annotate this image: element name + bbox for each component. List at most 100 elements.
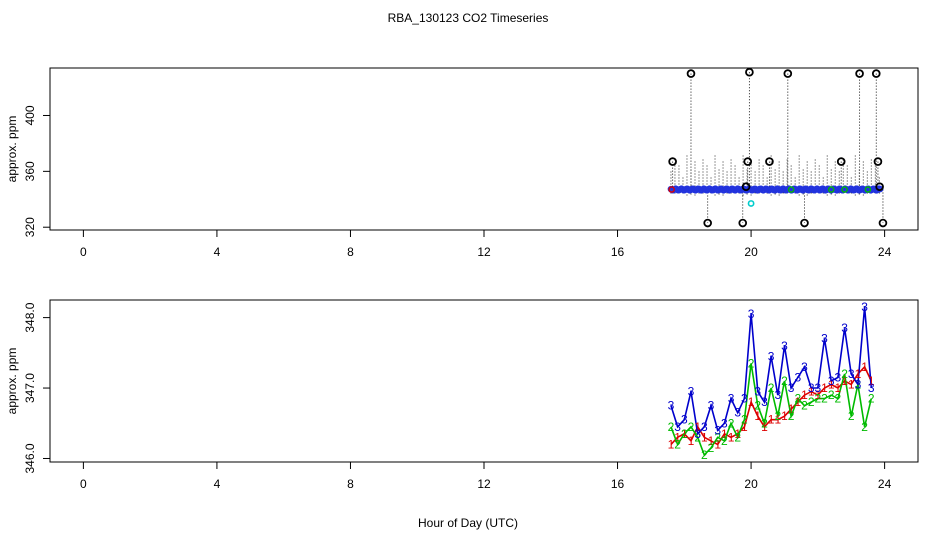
series-3-marker: 3 (721, 416, 728, 430)
series-3-marker: 3 (821, 332, 828, 346)
series-1-marker: 1 (848, 378, 855, 392)
series-3-marker: 3 (668, 399, 675, 413)
outlier-point (878, 218, 888, 228)
x-tick-label: 24 (878, 245, 892, 259)
series-2-marker: 2 (708, 441, 715, 455)
top-panel: 0 4 8 12 16 20 24 320 360 400 approx. ppm (5, 67, 919, 259)
data-point (787, 186, 795, 193)
series-3-marker: 3 (681, 413, 688, 427)
series-2-line (670, 363, 873, 457)
series-1-marker: 1 (754, 409, 761, 423)
series-2-marker: 2 (794, 392, 801, 406)
x-tick-label: 20 (744, 245, 758, 259)
x-axis-label: Hour of Day (UTC) (418, 516, 518, 530)
series-3-marker: 3 (701, 420, 708, 434)
series-3-marker: 3 (841, 321, 848, 335)
series-3-marker: 3 (754, 385, 761, 399)
series-2-marker: 2 (668, 420, 675, 434)
outlier-point (743, 157, 753, 166)
top-y-axis-label: approx. ppm (5, 116, 19, 183)
data-point (864, 186, 872, 193)
series-3-marker: 3 (848, 367, 855, 381)
series-3-marker: 3 (781, 339, 788, 353)
data-point (827, 186, 835, 193)
series-2-marker: 2 (728, 416, 735, 430)
series-2-marker: 2 (848, 409, 855, 423)
series-2-marker: 2 (754, 399, 761, 413)
series-1-marker: 1 (841, 374, 848, 388)
series-3-marker: 3 (761, 395, 768, 409)
series-1-marker: 1 (708, 434, 715, 448)
series-2-marker: 2 (748, 356, 755, 370)
series-1-marker: 1 (761, 420, 768, 434)
series-3-marker: 3 (828, 374, 835, 388)
series-3-marker: 3 (861, 300, 868, 314)
series-1-marker: 1 (788, 402, 795, 416)
series-1-marker: 1 (674, 430, 681, 444)
series-1-marker: 1 (801, 388, 808, 402)
series-2-marker: 2 (741, 413, 748, 427)
outlier-point (800, 218, 809, 228)
outlier-point (855, 69, 864, 78)
series-2-marker: 2 (808, 395, 815, 409)
series-3-marker: 3 (708, 399, 715, 413)
series-3-marker: 3 (694, 427, 701, 441)
outlier-point (875, 182, 884, 192)
series-2-marker: 2 (855, 378, 862, 392)
top-marks (667, 67, 888, 228)
series-1-marker: 1 (714, 437, 721, 451)
series-3-line (670, 306, 873, 436)
x-tick-label: 12 (477, 477, 491, 491)
series-1-marker: 1 (808, 385, 815, 399)
bottom-y-axis-label: approx. ppm (5, 348, 19, 415)
series-2-marker: 2 (761, 416, 768, 430)
series-1-marker: 1 (688, 434, 695, 448)
series-3-marker: 3 (768, 349, 775, 363)
series-1-marker: 1 (835, 381, 842, 395)
x-tick-label: 4 (214, 245, 221, 259)
series-2-marker: 2 (681, 427, 688, 441)
y-tick-label: 320 (23, 217, 37, 237)
series-1-marker: 1 (774, 413, 781, 427)
series-1-marker: 1 (794, 395, 801, 409)
series-3-marker: 3 (835, 370, 842, 384)
series-2-marker: 2 (828, 388, 835, 402)
x-tick-label: 16 (611, 477, 625, 491)
top-axes: 0 4 8 12 16 20 24 320 360 400 (23, 105, 892, 259)
x-tick-label: 4 (214, 477, 221, 491)
series-2-marker: 2 (868, 392, 875, 406)
series-1-marker: 1 (815, 388, 822, 402)
series-2-marker: 2 (688, 420, 695, 434)
series-1-marker: 1 (681, 427, 688, 441)
outlier-point (836, 157, 846, 166)
outlier-point (668, 157, 677, 166)
series-1-marker: 1 (741, 420, 748, 434)
outlier-point (765, 157, 774, 166)
series-1-marker: 1 (694, 420, 701, 434)
series-2-marker: 2 (694, 430, 701, 444)
outlier-point (703, 218, 712, 228)
x-tick-label: 0 (80, 245, 87, 259)
series-2-marker: 2 (835, 392, 842, 406)
series-2-marker: 2 (768, 381, 775, 395)
series-1-marker: 1 (728, 430, 735, 444)
series-1-marker: 1 (748, 395, 755, 409)
series-3-marker: 3 (788, 381, 795, 395)
series-1-marker: 1 (861, 360, 868, 374)
series-3-marker: 3 (748, 307, 755, 321)
series-1-marker: 1 (855, 367, 862, 381)
y-tick-label: 400 (23, 105, 37, 125)
series-2-marker: 2 (815, 392, 822, 406)
x-tick-label: 24 (878, 477, 892, 491)
series-2-marker: 2 (781, 374, 788, 388)
series-2-marker: 2 (801, 399, 808, 413)
series-2-marker: 2 (861, 420, 868, 434)
series-3-marker: 3 (868, 381, 875, 395)
outlier-point (741, 182, 751, 192)
outlier-point (783, 69, 793, 78)
y-tick-label: 360 (23, 161, 37, 181)
series-2-marker: 2 (841, 367, 848, 381)
y-tick-label: 348.0 (23, 302, 37, 332)
outlier-point (745, 67, 754, 77)
